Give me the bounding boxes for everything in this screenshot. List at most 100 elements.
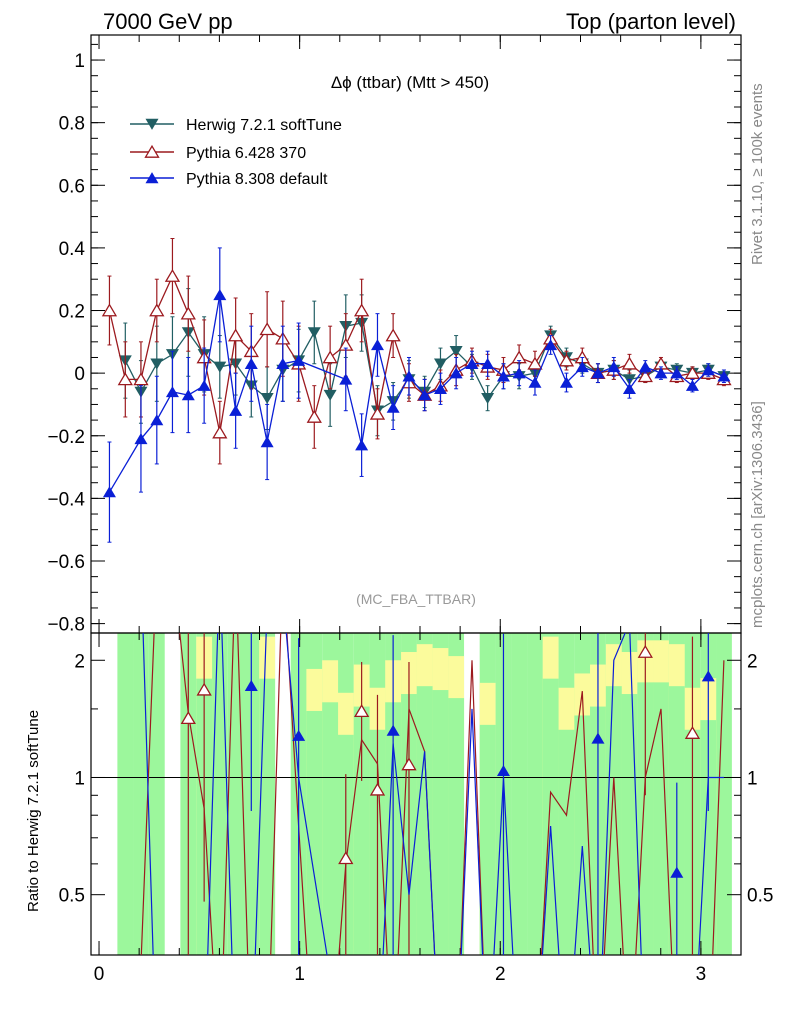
data-point bbox=[591, 367, 605, 379]
legend-marker bbox=[145, 172, 159, 184]
x-tick-label: 0 bbox=[94, 964, 105, 985]
ratio-point bbox=[338, 851, 354, 865]
data-point bbox=[181, 389, 195, 401]
data-point bbox=[637, 369, 653, 383]
ratio-band-green bbox=[558, 729, 575, 955]
data-point bbox=[355, 439, 369, 451]
ratio-series-group bbox=[140, 633, 725, 955]
plot-area: −0.8 −0.6 −0.4 −0.2 0 0.2 0.4 0.6 0.8 1 0.5 0.5 1 1 2 2… bbox=[47, 34, 773, 985]
header-process-label: Top (parton level) bbox=[566, 9, 736, 34]
ratio-point bbox=[292, 729, 306, 741]
data-point bbox=[306, 409, 322, 423]
data-point bbox=[134, 433, 148, 445]
data-point bbox=[101, 303, 118, 317]
data-point bbox=[370, 339, 384, 351]
data-point bbox=[527, 356, 543, 370]
ratio-band-green bbox=[527, 633, 543, 955]
legend-label: Herwig 7.2.1 softTune bbox=[186, 117, 342, 134]
x-tick-label: 1 bbox=[294, 964, 305, 985]
ratio-band-green bbox=[416, 686, 433, 955]
mcplots-label: mcplots.cern.ch [arXiv:1306.3436] bbox=[749, 401, 766, 628]
data-point bbox=[717, 370, 731, 382]
ratio-band-green bbox=[322, 702, 339, 955]
y-tick-label: −0.8 bbox=[47, 615, 85, 636]
ratio-point bbox=[180, 711, 196, 725]
data-point bbox=[212, 425, 228, 439]
y-tick-label: 0.4 bbox=[59, 239, 86, 260]
data-point bbox=[512, 367, 526, 379]
data-point bbox=[353, 303, 370, 317]
data-point bbox=[701, 364, 715, 376]
chart-title: Δϕ (ttbar) (Mtt > 450) bbox=[331, 73, 489, 92]
data-point bbox=[433, 382, 447, 394]
data-point bbox=[465, 357, 479, 369]
data-point bbox=[260, 436, 274, 448]
ratio-line-pythia8 bbox=[142, 633, 724, 955]
ratio-band-green bbox=[653, 682, 669, 955]
data-point bbox=[685, 379, 699, 391]
data-point bbox=[558, 353, 575, 367]
data-point bbox=[654, 367, 668, 379]
data-point bbox=[481, 392, 495, 405]
data-point bbox=[622, 382, 636, 394]
ratio-point bbox=[637, 644, 653, 658]
ratio-band-green bbox=[117, 633, 134, 955]
series-pythia8 bbox=[102, 247, 731, 543]
data-point bbox=[322, 350, 338, 364]
data-point bbox=[259, 322, 275, 336]
data-point bbox=[213, 289, 227, 301]
ratio-band-green bbox=[227, 633, 244, 955]
y-tick-label: −0.4 bbox=[47, 489, 85, 510]
data-point bbox=[418, 389, 432, 401]
legend-marker bbox=[145, 118, 159, 130]
data-point bbox=[339, 373, 353, 385]
y-tick-label: −0.2 bbox=[47, 427, 85, 448]
ratio-band-green bbox=[211, 633, 228, 955]
data-point bbox=[149, 303, 165, 317]
header-collision-label: 7000 GeV pp bbox=[103, 9, 233, 34]
ratio-point bbox=[244, 679, 258, 691]
data-point bbox=[386, 401, 400, 413]
ratio-band-green bbox=[479, 724, 496, 955]
x-tick-label: 2 bbox=[495, 964, 506, 985]
data-point bbox=[228, 328, 244, 342]
y-tick-label: 1 bbox=[74, 51, 85, 72]
data-point bbox=[133, 372, 149, 386]
data-point bbox=[670, 367, 684, 379]
rivet-label: Rivet 3.1.10, ≥ 100k events bbox=[749, 83, 766, 265]
data-point bbox=[449, 367, 463, 379]
ratio-axis-label: Ratio to Herwig 7.2.1 softTune bbox=[25, 710, 42, 912]
data-point bbox=[117, 372, 133, 386]
data-point bbox=[164, 268, 181, 282]
data-point bbox=[684, 366, 701, 379]
data-point bbox=[165, 386, 179, 398]
series-line-pythia6 bbox=[108, 274, 725, 433]
ratio-point bbox=[401, 757, 417, 771]
data-point bbox=[496, 370, 510, 382]
ratio-tick-label-right: 0.5 bbox=[747, 886, 773, 907]
y-tick-label: −0.6 bbox=[47, 552, 85, 573]
ratio-band-green bbox=[259, 678, 276, 955]
data-point bbox=[260, 392, 274, 405]
data-point bbox=[102, 486, 116, 498]
ratio-band-green bbox=[605, 686, 622, 955]
data-point bbox=[150, 358, 164, 370]
ratio-point bbox=[670, 866, 684, 878]
ratio-band-green bbox=[716, 633, 732, 955]
ratio-tick-label: 0.5 bbox=[59, 886, 85, 907]
legend: Herwig 7.2.1 softTune Pythia 6.428 370 Pyt… bbox=[130, 117, 342, 188]
data-point bbox=[385, 328, 401, 342]
ratio-point bbox=[369, 782, 386, 796]
data-point bbox=[323, 389, 337, 401]
data-point bbox=[197, 379, 211, 391]
ratio-tick-label-right: 2 bbox=[747, 651, 758, 672]
ratio-point bbox=[701, 670, 715, 682]
data-point bbox=[433, 358, 447, 370]
ratio-band-green bbox=[448, 698, 465, 955]
data-point bbox=[292, 354, 306, 366]
ratio-band-green bbox=[432, 690, 449, 955]
ratio-band-green bbox=[148, 633, 165, 955]
data-point bbox=[607, 361, 621, 373]
ratio-tick-label: 2 bbox=[74, 651, 85, 672]
